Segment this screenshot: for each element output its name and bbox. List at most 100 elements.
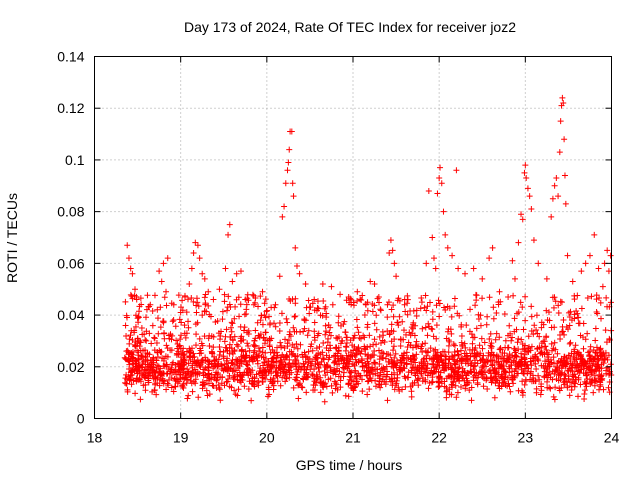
noise-point	[437, 369, 444, 376]
data-point	[543, 275, 550, 282]
noise-point	[518, 350, 525, 357]
noise-point	[454, 348, 461, 355]
noise-point	[350, 347, 357, 354]
noise-point	[227, 324, 234, 331]
data-point	[292, 244, 299, 251]
noise-point	[462, 360, 469, 367]
noise-point	[172, 361, 179, 368]
noise-point	[434, 363, 441, 370]
noise-point	[580, 358, 587, 365]
noise-point	[406, 329, 413, 336]
noise-point	[467, 306, 474, 313]
noise-point	[345, 380, 352, 387]
noise-point	[541, 350, 548, 357]
noise-point	[307, 366, 314, 373]
noise-point	[471, 334, 478, 341]
noise-point	[231, 315, 238, 322]
noise-point	[547, 356, 554, 363]
noise-point	[578, 305, 585, 312]
noise-point	[596, 365, 603, 372]
noise-point	[542, 343, 549, 350]
data-point	[375, 293, 382, 300]
noise-point	[574, 292, 581, 299]
noise-point	[127, 332, 134, 339]
noise-point	[245, 342, 252, 349]
noise-point	[390, 347, 397, 354]
noise-point	[123, 371, 130, 378]
data-point	[133, 296, 140, 303]
data-point	[129, 270, 136, 277]
noise-point	[514, 310, 521, 317]
noise-point	[331, 359, 338, 366]
noise-point	[578, 355, 585, 362]
noise-point	[556, 387, 563, 394]
noise-point	[228, 384, 235, 391]
noise-point	[519, 304, 526, 311]
noise-point	[346, 376, 353, 383]
noise-point	[293, 366, 300, 373]
noise-point	[179, 297, 186, 304]
x-tick-label: 23	[518, 430, 534, 446]
noise-point	[555, 302, 562, 309]
noise-point	[514, 339, 521, 346]
noise-point	[378, 349, 385, 356]
noise-point	[566, 322, 573, 329]
noise-point	[552, 298, 559, 305]
noise-point	[384, 397, 391, 404]
noise-point	[372, 383, 379, 390]
noise-point	[507, 388, 514, 395]
noise-point	[401, 373, 408, 380]
noise-point	[188, 294, 195, 301]
noise-point	[436, 300, 443, 307]
noise-point	[231, 387, 238, 394]
noise-point	[205, 370, 212, 377]
noise-point	[541, 373, 548, 380]
noise-point	[396, 366, 403, 373]
noise-point	[547, 385, 554, 392]
noise-point	[187, 377, 194, 384]
noise-point	[534, 330, 541, 337]
noise-point	[427, 299, 434, 306]
noise-point	[424, 332, 431, 339]
noise-point	[166, 335, 173, 342]
noise-point	[489, 377, 496, 384]
noise-point	[403, 354, 410, 361]
data-point	[216, 286, 223, 293]
noise-point	[339, 355, 346, 362]
noise-point	[442, 307, 449, 314]
noise-point	[243, 301, 250, 308]
noise-point	[250, 381, 257, 388]
data-point	[509, 257, 516, 264]
noise-point	[331, 368, 338, 375]
noise-point	[280, 368, 287, 375]
data-point	[555, 193, 562, 200]
noise-point	[128, 293, 135, 300]
noise-point	[515, 370, 522, 377]
noise-point	[525, 365, 532, 372]
y-tick-label: 0.06	[57, 255, 84, 271]
noise-point	[323, 352, 330, 359]
noise-point	[228, 359, 235, 366]
noise-point	[264, 307, 271, 314]
data-point	[429, 234, 436, 241]
data-point	[551, 182, 558, 189]
noise-point	[126, 340, 133, 347]
noise-point	[301, 325, 308, 332]
noise-point	[464, 356, 471, 363]
noise-point	[335, 334, 342, 341]
noise-point	[216, 343, 223, 350]
noise-point	[446, 372, 453, 379]
noise-point	[292, 295, 299, 302]
noise-point	[450, 341, 457, 348]
noise-point	[528, 327, 535, 334]
noise-point	[142, 314, 149, 321]
noise-point	[543, 307, 550, 314]
noise-point	[359, 388, 366, 395]
noise-point	[282, 336, 289, 343]
noise-point	[192, 342, 199, 349]
noise-point	[314, 332, 321, 339]
grid-lines	[94, 56, 612, 419]
noise-point	[142, 347, 149, 354]
noise-point	[192, 380, 199, 387]
noise-point	[311, 378, 318, 385]
